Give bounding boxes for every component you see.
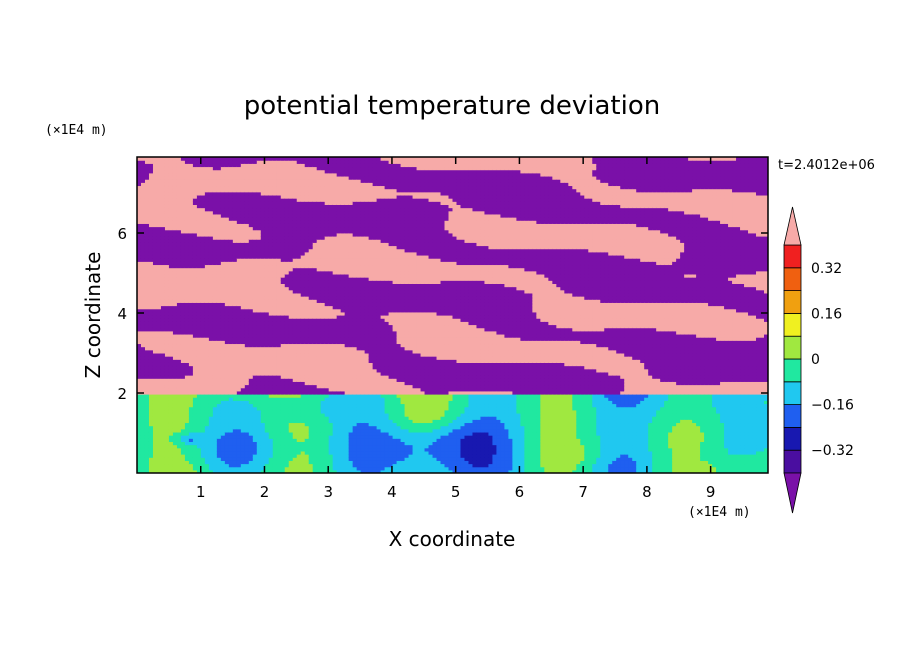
time-label: t=2.4012e+06 [778, 158, 875, 173]
y-tick-label: 6 [117, 225, 127, 243]
x-tick-label: 2 [260, 483, 270, 501]
contour-field [137, 157, 768, 473]
y-axis: 2 4 6 [117, 225, 768, 403]
colorbar-segment [783, 449, 802, 474]
colorbar-segment [783, 335, 802, 360]
colorbar-segment [783, 290, 802, 314]
colorbar-segment [783, 358, 802, 383]
colorbar-segment [783, 381, 802, 405]
colorbar-label: 0.32 [811, 261, 842, 277]
x-tick-label: 6 [515, 483, 525, 501]
colorbar-segment [783, 312, 802, 337]
colorbar-segment [783, 404, 802, 428]
colorbar-under-arrow [783, 472, 802, 514]
x-tick-label: 3 [323, 483, 333, 501]
x-tick-label: 7 [578, 483, 588, 501]
y-tick-label: 2 [117, 385, 127, 403]
y-unit-label: (×1E4 m) [45, 123, 108, 138]
plot-frame [136, 156, 769, 474]
y-axis-title: Z coordinate [81, 252, 105, 379]
x-unit-label: (×1E4 m) [688, 505, 751, 520]
x-tick-label: 1 [196, 483, 206, 501]
chart-title: potential temperature deviation [244, 91, 660, 121]
colorbar-label: 0.16 [811, 306, 842, 322]
x-tick-label: 4 [387, 483, 397, 501]
y-tick-label: 4 [117, 305, 127, 323]
colorbar-segment [783, 426, 802, 451]
colorbar: 0.32 0.16 0 −0.16 −0.32 [783, 206, 854, 514]
x-axis-title: X coordinate [389, 527, 516, 551]
x-tick-label: 9 [706, 483, 716, 501]
colorbar-label: 0 [811, 352, 820, 368]
colorbar-over-arrow [783, 206, 802, 246]
colorbar-segment [783, 244, 802, 269]
x-axis: 1 2 3 4 5 6 7 8 9 [196, 157, 715, 501]
x-tick-label: 5 [451, 483, 461, 501]
x-tick-label: 8 [642, 483, 652, 501]
colorbar-label: −0.16 [811, 398, 854, 414]
colorbar-label: −0.32 [811, 443, 854, 459]
colorbar-segment [783, 267, 802, 291]
